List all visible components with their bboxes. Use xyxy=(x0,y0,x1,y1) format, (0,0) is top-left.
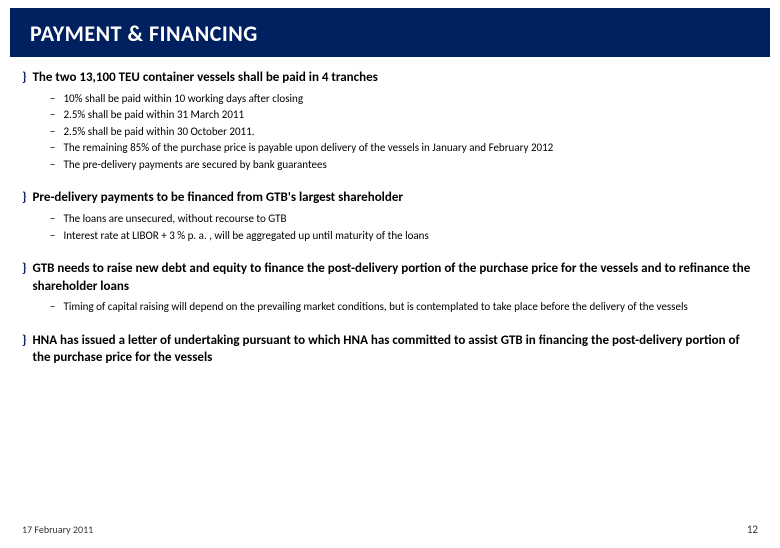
bullet-main-icon: } xyxy=(22,261,26,278)
list-item: −10% shall be paid within 10 working day… xyxy=(50,91,758,108)
dash-icon: − xyxy=(50,211,55,228)
section-4: } HNA has issued a letter of undertaking… xyxy=(22,332,758,367)
bullet-main-icon: } xyxy=(22,70,26,87)
section-4-title: HNA has issued a letter of undertaking p… xyxy=(32,332,758,367)
section-2: } Pre-delivery payments to be financed f… xyxy=(22,189,758,244)
dash-icon: − xyxy=(50,157,55,174)
list-item: −2.5% shall be paid within 30 October 20… xyxy=(50,124,758,141)
list-item-text: 2.5% shall be paid within 30 October 201… xyxy=(63,124,254,141)
bullet-main-icon: } xyxy=(22,190,26,207)
section-1-head: } The two 13,100 TEU container vessels s… xyxy=(22,69,758,87)
list-item-text: The loans are unsecured, without recours… xyxy=(63,211,286,228)
section-3-list: −Timing of capital raising will depend o… xyxy=(22,299,758,316)
section-1-title: The two 13,100 TEU container vessels sha… xyxy=(32,69,377,87)
section-3: } GTB needs to raise new debt and equity… xyxy=(22,260,758,316)
section-3-head: } GTB needs to raise new debt and equity… xyxy=(22,260,758,295)
section-1: } The two 13,100 TEU container vessels s… xyxy=(22,69,758,173)
list-item: −The loans are unsecured, without recour… xyxy=(50,211,758,228)
slide-content: } The two 13,100 TEU container vessels s… xyxy=(0,57,780,367)
slide-footer: 17 February 2011 12 xyxy=(22,523,758,536)
bullet-main-icon: } xyxy=(22,333,26,350)
list-item: −Timing of capital raising will depend o… xyxy=(50,299,758,316)
list-item-text: The pre-delivery payments are secured by… xyxy=(63,157,326,174)
section-1-list: −10% shall be paid within 10 working day… xyxy=(22,91,758,174)
section-2-list: −The loans are unsecured, without recour… xyxy=(22,211,758,244)
footer-date: 17 February 2011 xyxy=(22,523,93,536)
section-4-head: } HNA has issued a letter of undertaking… xyxy=(22,332,758,367)
dash-icon: − xyxy=(50,124,55,141)
slide-header: PAYMENT & FINANCING xyxy=(10,8,770,57)
dash-icon: − xyxy=(50,140,55,157)
dash-icon: − xyxy=(50,228,55,245)
dash-icon: − xyxy=(50,107,55,124)
list-item: −The pre-delivery payments are secured b… xyxy=(50,157,758,174)
dash-icon: − xyxy=(50,91,55,108)
list-item-text: The remaining 85% of the purchase price … xyxy=(63,140,553,157)
list-item: −Interest rate at LIBOR + 3 % p. a. , wi… xyxy=(50,228,758,245)
section-2-title: Pre-delivery payments to be financed fro… xyxy=(32,189,403,207)
list-item: −The remaining 85% of the purchase price… xyxy=(50,140,758,157)
dash-icon: − xyxy=(50,299,55,316)
section-3-title: GTB needs to raise new debt and equity t… xyxy=(32,260,758,295)
section-2-head: } Pre-delivery payments to be financed f… xyxy=(22,189,758,207)
slide-title: PAYMENT & FINANCING xyxy=(30,20,750,47)
list-item: −2.5% shall be paid within 31 March 2011 xyxy=(50,107,758,124)
list-item-text: 10% shall be paid within 10 working days… xyxy=(63,91,303,108)
list-item-text: Interest rate at LIBOR + 3 % p. a. , wil… xyxy=(63,228,428,245)
list-item-text: Timing of capital raising will depend on… xyxy=(63,299,687,316)
footer-page-number: 12 xyxy=(747,523,758,536)
list-item-text: 2.5% shall be paid within 31 March 2011 xyxy=(63,107,244,124)
